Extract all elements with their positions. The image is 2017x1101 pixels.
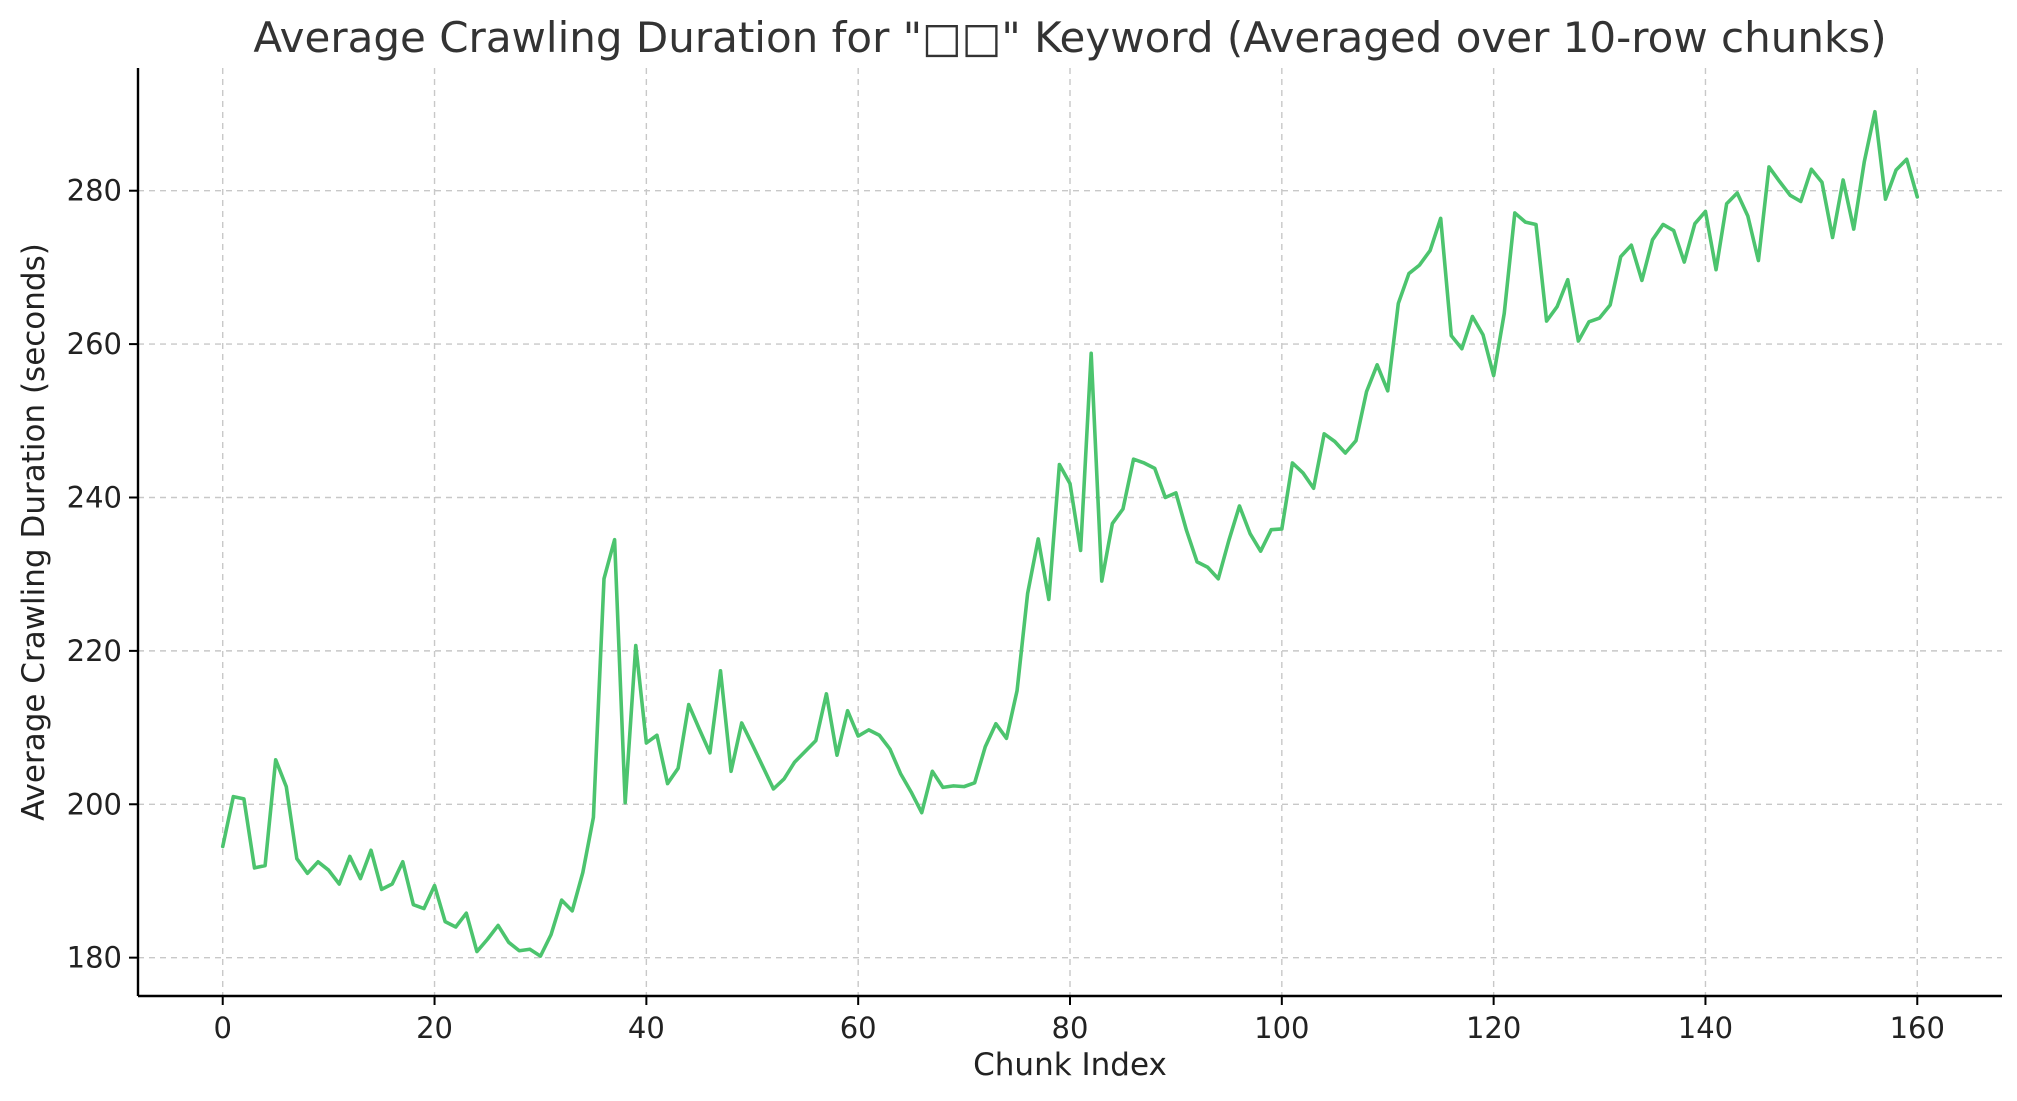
y-tick-label: 280	[67, 174, 122, 208]
x-tick-label: 40	[628, 1011, 665, 1045]
grid-lines	[138, 68, 2002, 996]
y-tick-label: 220	[67, 634, 122, 668]
series-line	[220, 109, 1920, 958]
y-tick-label: 200	[67, 787, 122, 821]
x-tick-label: 0	[214, 1011, 232, 1045]
y-axis-label: Average Crawling Duration (seconds)	[16, 243, 52, 821]
x-tick-label: 120	[1466, 1011, 1521, 1045]
y-tick-label: 180	[67, 941, 122, 975]
x-ticks: 0 20 40 60 80 100 120 140 160	[214, 996, 1945, 1045]
y-ticks: 180 200 220 240 260 280	[67, 174, 138, 975]
x-axis-label: Chunk Index	[973, 1047, 1167, 1083]
x-tick-label: 60	[840, 1011, 877, 1045]
y-tick-label: 240	[67, 480, 122, 514]
x-tick-label: 160	[1890, 1011, 1945, 1045]
x-tick-label: 140	[1678, 1011, 1733, 1045]
x-tick-label: 100	[1254, 1011, 1309, 1045]
y-tick-label: 260	[67, 327, 122, 361]
x-tick-label: 80	[1052, 1011, 1089, 1045]
series-lines	[220, 109, 1920, 958]
x-tick-label: 20	[416, 1011, 453, 1045]
chart-title: Average Crawling Duration for "□□" Keywo…	[253, 13, 1886, 62]
